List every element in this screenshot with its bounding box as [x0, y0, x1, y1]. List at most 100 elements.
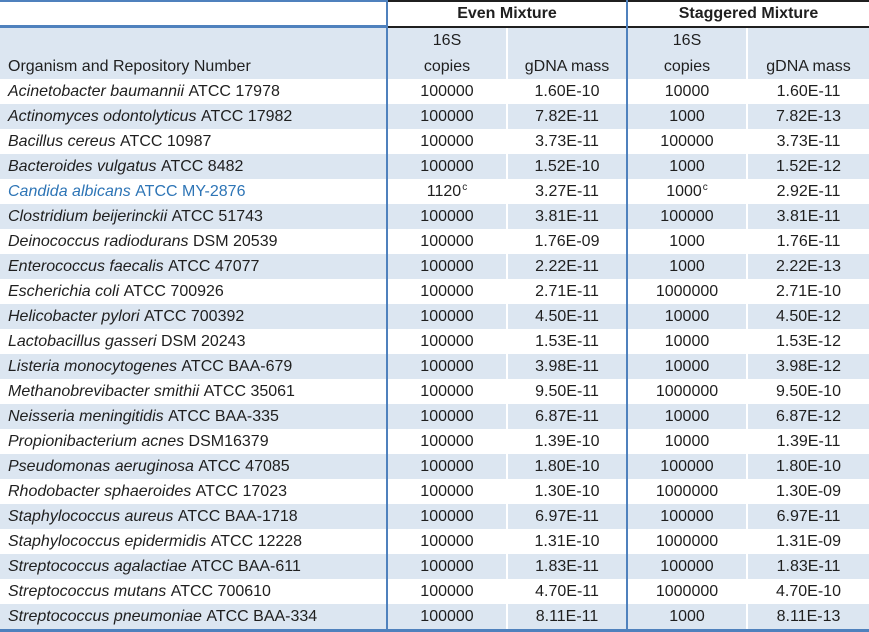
staggered-gdna-mass-cell: 1.60E-11: [746, 79, 869, 104]
organism-name: Lactobacillus gasseri: [8, 332, 157, 350]
table-row: Enterococcus faecalis ATCC 47077 100000 2.…: [0, 254, 869, 279]
staggered-gdna-mass-cell: 3.81E-11: [746, 204, 869, 229]
even-gdna-mass-cell: 1.52E-10: [506, 154, 626, 179]
staggered-gdna-mass-cell: 1.83E-11: [746, 554, 869, 579]
organism-name: Staphylococcus epidermidis: [8, 532, 207, 550]
staggered-16s-copies-cell: 10000: [664, 432, 710, 450]
table-body: Acinetobacter baumannii ATCC 17978 100000…: [0, 79, 869, 629]
staggered-gdna-mass-cell: 1.80E-10: [746, 454, 869, 479]
even-16s-copies-cell: 100000: [420, 457, 474, 475]
staggered-16s-copies-cell: 1000: [669, 157, 705, 175]
even-copies-header: copies: [423, 57, 471, 75]
column-divider: [386, 479, 388, 504]
column-divider: [386, 404, 388, 429]
organism-cell: Clostridium beijerinckii ATCC 51743: [0, 204, 386, 229]
column-divider: [626, 279, 628, 304]
organism-name: Methanobrevibacter smithii: [8, 382, 200, 400]
staggered-16s-copies-cell: 1000000: [655, 582, 719, 600]
even-gdna-mass-cell: 1.60E-10: [506, 79, 626, 104]
organism-name: Candida albicans: [8, 182, 131, 200]
even-16s-copies-cell: 100000: [420, 432, 474, 450]
staggered-16s-copies-cell: 1000000: [655, 532, 719, 550]
organism-cell: Candida albicans ATCC MY-2876: [0, 179, 386, 204]
column-divider: [626, 404, 628, 429]
staggered-gdna-mass-cell: 1.39E-11: [746, 429, 869, 454]
table-row: Streptococcus mutans ATCC 700610 100000 4.…: [0, 579, 869, 604]
even-16s-copies-cell: 100000: [420, 482, 474, 500]
column-divider: [386, 28, 388, 54]
organism-cell: Enterococcus faecalis ATCC 47077: [0, 254, 386, 279]
even-16s-copies-cell: 100000: [420, 507, 474, 525]
repository-number: ATCC 10987: [115, 132, 212, 150]
column-divider: [626, 479, 628, 504]
subheader-row-2: Organism and Repository Number copies gD…: [0, 54, 869, 79]
subheader-spacer: [746, 28, 869, 54]
column-divider: [626, 254, 628, 279]
staggered-16s-copies-cell: 10000: [664, 407, 710, 425]
organism-name: Bacteroides vulgatus: [8, 157, 157, 175]
column-divider: [626, 504, 628, 529]
staggered-16s-copies-cell: 100000: [660, 457, 714, 475]
staggered-gdna-mass-cell: 2.22E-13: [746, 254, 869, 279]
even-mixture-header: Even Mixture: [388, 0, 626, 28]
staggered-gdna-mass-cell: 1.52E-12: [746, 154, 869, 179]
organism-cell: Pseudomonas aeruginosa ATCC 47085: [0, 454, 386, 479]
staggered-16s-copies-cell: 100000: [660, 207, 714, 225]
column-divider: [386, 379, 388, 404]
staggered-16s-copies-cell: 10000: [664, 82, 710, 100]
even-16s-copies-cell: 100000: [420, 582, 474, 600]
repository-number: ATCC 700610: [166, 582, 271, 600]
subheader-spacer: [506, 28, 626, 54]
column-divider: [386, 279, 388, 304]
even-16s-copies-cell: 100000: [420, 257, 474, 275]
staggered-16s-copies-cell: 10000: [664, 307, 710, 325]
column-divider: [386, 54, 388, 79]
staggered-gdna-mass-cell: 4.50E-12: [746, 304, 869, 329]
column-divider: [626, 554, 628, 579]
organism-cell: Helicobacter pylori ATCC 700392: [0, 304, 386, 329]
repository-number: ATCC BAA-334: [201, 607, 318, 625]
even-16s-copies-cell: 100000: [420, 107, 474, 125]
staggered-16s-copies-cell: 10000: [664, 332, 710, 350]
even-16s-copies-cell: 100000: [420, 382, 474, 400]
organism-cell: Streptococcus pneumoniae ATCC BAA-334: [0, 604, 386, 629]
even-16s-copies-cell: 100000: [420, 607, 474, 625]
organism-cell: Rhodobacter sphaeroides ATCC 17023: [0, 479, 386, 504]
staggered-16s-copies-cell: 1000: [669, 257, 705, 275]
organism-name: Listeria monocytogenes: [8, 357, 177, 375]
column-divider: [386, 229, 388, 254]
even-16s-copies-cell: 100000: [420, 407, 474, 425]
column-divider: [626, 28, 628, 54]
organism-cell: Deinococcus radiodurans DSM 20539: [0, 229, 386, 254]
table-row: Escherichia coli ATCC 700926 100000 2.71E-…: [0, 279, 869, 304]
repository-number: ATCC 700392: [139, 307, 245, 325]
even-16s-copies-cell: 100000: [420, 207, 474, 225]
staggered-gdna-mass-cell: 3.98E-12: [746, 354, 869, 379]
organism-name: Streptococcus mutans: [8, 582, 167, 600]
table-row: Listeria monocytogenes ATCC BAA-679 10000…: [0, 354, 869, 379]
staggered-gdna-mass-cell: 4.70E-10: [746, 579, 869, 604]
table-row: Staphylococcus aureus ATCC BAA-1718 10000…: [0, 504, 869, 529]
staggered-mixture-header: Staggered Mixture: [628, 0, 869, 28]
organism-name: Enterococcus faecalis: [8, 257, 164, 275]
staggered-gdna-mass-cell: 6.97E-11: [746, 504, 869, 529]
staggered-gdna-mass-cell: 1.53E-12: [746, 329, 869, 354]
organism-column-header: Organism and Repository Number: [8, 57, 251, 75]
even-gdna-mass-cell: 2.22E-11: [506, 254, 626, 279]
even-16s-copies-cell: 100000: [420, 282, 474, 300]
repository-number: ATCC 8482: [156, 157, 244, 175]
column-divider: [386, 79, 388, 104]
column-divider: [626, 454, 628, 479]
even-16s-copies-cell: 1120 c: [426, 181, 468, 200]
even-16s-copies-cell: 100000: [420, 307, 474, 325]
table-row: Helicobacter pylori ATCC 700392 100000 4.5…: [0, 304, 869, 329]
subheader-row-1: 16S 16S: [0, 28, 869, 54]
organism-name: Helicobacter pylori: [8, 307, 140, 325]
even-16s-copies-cell: 100000: [420, 132, 474, 150]
organism-name: Propionibacterium acnes: [8, 432, 185, 450]
repository-number: ATCC BAA-679: [176, 357, 293, 375]
organism-name: Clostridium beijerinckii: [8, 207, 168, 225]
organism-cell: Propionibacterium acnes DSM16379: [0, 429, 386, 454]
organism-cell: Listeria monocytogenes ATCC BAA-679: [0, 354, 386, 379]
column-divider: [386, 554, 388, 579]
